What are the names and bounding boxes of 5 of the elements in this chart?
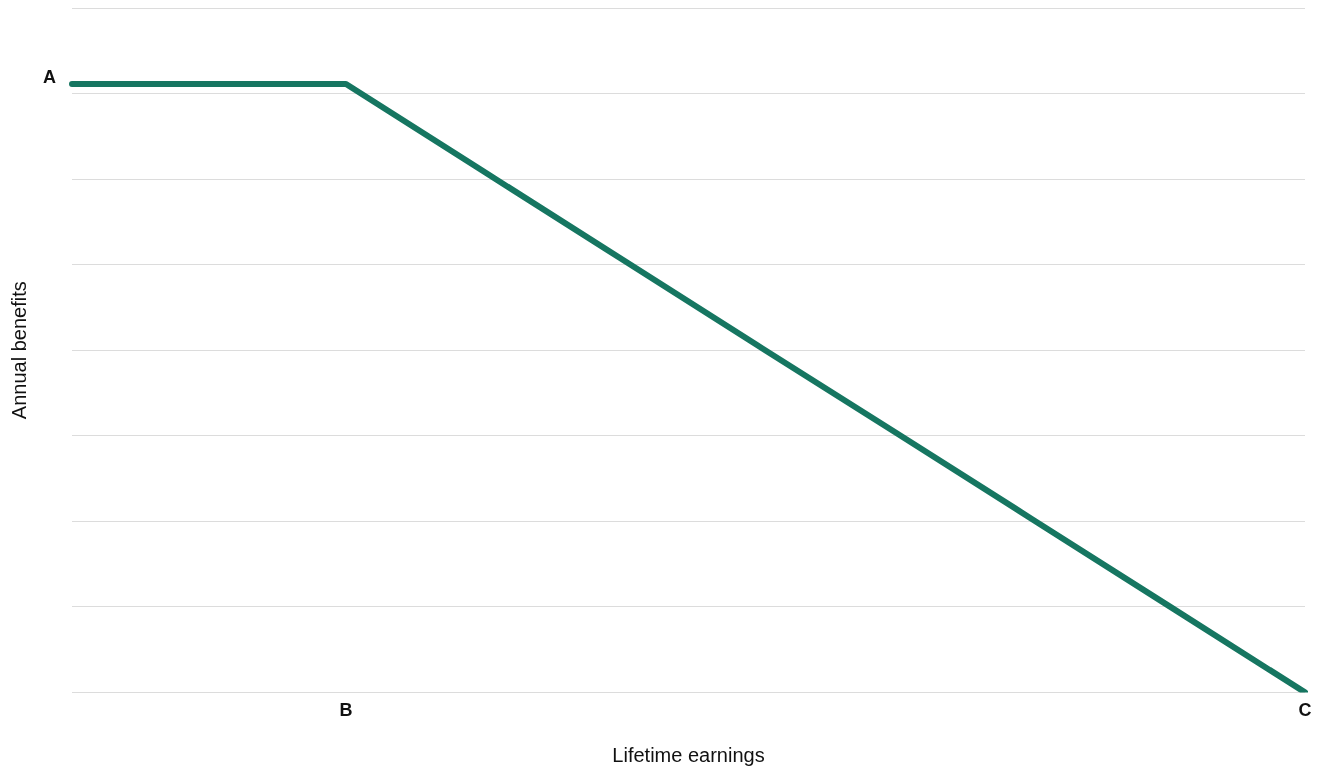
x-axis-title: Lifetime earnings [612,743,765,766]
x-tick-label: B [339,700,353,721]
x-tick-label: C [1298,700,1312,721]
y-axis-title: Annual benefits [7,281,30,420]
text: A [43,67,56,88]
